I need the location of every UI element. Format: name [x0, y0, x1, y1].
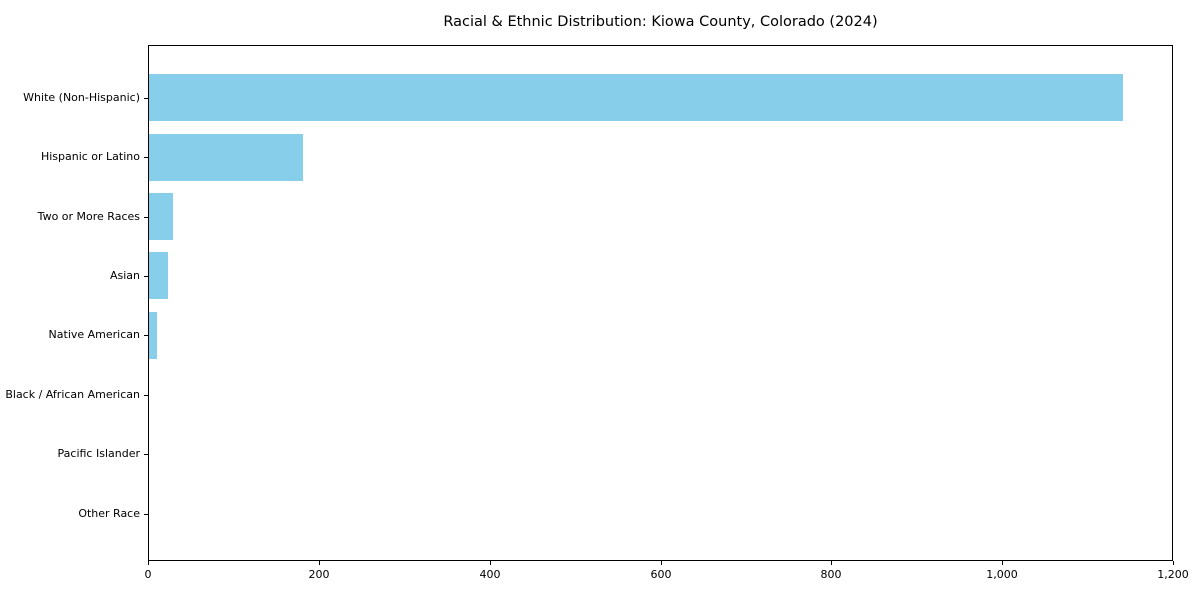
bar [149, 133, 303, 181]
x-tick-label: 600 [650, 568, 672, 581]
x-tick-label: 200 [308, 568, 330, 581]
x-tick-mark [831, 561, 832, 565]
chart-title: Racial & Ethnic Distribution: Kiowa Coun… [443, 14, 878, 30]
x-tick-mark [148, 561, 149, 565]
y-tick-label: Two or More Races [37, 209, 140, 223]
y-tick-label: Asian [109, 268, 140, 282]
y-tick-mark [144, 157, 148, 159]
y-tick-mark [144, 275, 148, 277]
x-tick-label: 800 [820, 568, 842, 581]
y-tick-label: Black / African American [5, 387, 140, 401]
y-tick-mark [144, 394, 148, 396]
y-tick-label: Hispanic or Latino [40, 150, 140, 164]
x-tick-mark [1002, 561, 1003, 565]
y-tick-label: White (Non-Hispanic) [23, 90, 140, 104]
x-tick-label: 1,200 [1157, 568, 1189, 581]
bar [149, 311, 157, 359]
y-tick-mark [144, 335, 148, 337]
y-tick-label: Native American [48, 328, 140, 342]
x-tick-mark [661, 561, 662, 565]
x-tick-label: 0 [144, 568, 152, 581]
x-tick-label: 400 [479, 568, 501, 581]
y-tick-label: Other Race [78, 506, 140, 520]
bar [149, 252, 168, 300]
y-tick-mark [144, 454, 148, 456]
x-tick-mark [319, 561, 320, 565]
y-tick-mark [144, 216, 148, 218]
y-tick-mark [144, 97, 148, 99]
bar [149, 74, 1123, 122]
plot-area [148, 45, 1173, 561]
y-tick-mark [144, 513, 148, 515]
x-tick-mark [1173, 561, 1174, 565]
x-tick-mark [490, 561, 491, 565]
y-tick-label: Pacific Islander [57, 447, 140, 461]
bar [149, 193, 173, 240]
x-tick-label: 1,000 [986, 568, 1018, 581]
